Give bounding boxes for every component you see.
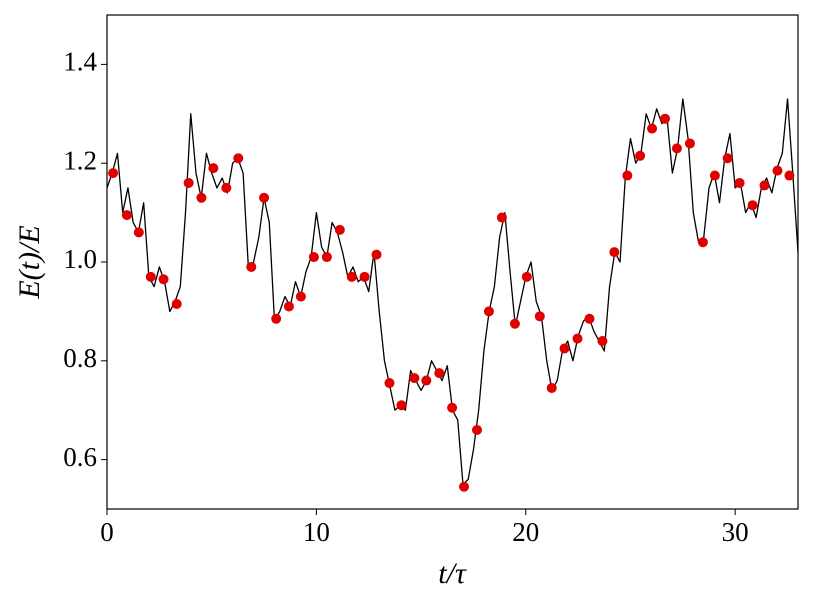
x-tick-label: 30 <box>722 517 749 547</box>
point <box>747 200 758 211</box>
y-tick-label: 1.4 <box>63 47 97 77</box>
point <box>434 368 445 379</box>
point <box>709 170 720 181</box>
point <box>784 170 795 181</box>
point <box>635 150 646 161</box>
point <box>521 271 532 282</box>
point <box>622 170 633 181</box>
plot-frame <box>106 14 799 510</box>
point <box>534 311 545 322</box>
x-axis-label: t/τ <box>438 557 467 590</box>
point <box>459 481 470 492</box>
y-tick-label: 0.6 <box>63 442 97 472</box>
point <box>233 153 244 164</box>
point <box>359 271 370 282</box>
point <box>609 247 620 258</box>
point <box>597 336 608 347</box>
point <box>196 192 207 203</box>
point <box>684 138 695 149</box>
point <box>496 212 507 223</box>
point <box>346 271 357 282</box>
point <box>246 261 257 272</box>
point <box>108 168 119 179</box>
point <box>384 378 395 389</box>
point <box>647 123 658 134</box>
point <box>572 333 583 344</box>
point <box>121 210 132 221</box>
point <box>722 153 733 164</box>
point <box>259 192 270 203</box>
point <box>334 224 345 235</box>
point <box>183 177 194 188</box>
point <box>271 313 282 324</box>
point <box>584 313 595 324</box>
x-tick-label: 0 <box>100 517 114 547</box>
point <box>759 180 770 191</box>
point <box>208 163 219 174</box>
point <box>145 271 156 282</box>
point <box>471 424 482 435</box>
point <box>221 182 232 193</box>
x-tick-label: 10 <box>303 517 330 547</box>
y-axis-label: E(t)/E <box>13 225 46 299</box>
point <box>447 402 458 413</box>
point <box>321 252 332 263</box>
point <box>660 113 671 124</box>
point <box>409 373 420 384</box>
point <box>546 382 557 393</box>
point <box>772 165 783 176</box>
line <box>106 98 799 485</box>
y-tick-label: 1.2 <box>63 145 97 175</box>
point <box>371 249 382 260</box>
point <box>171 298 182 309</box>
point <box>509 318 520 329</box>
point <box>697 237 708 248</box>
point <box>283 301 294 312</box>
point <box>295 291 306 302</box>
point <box>671 143 682 154</box>
point <box>133 227 144 238</box>
point <box>308 252 319 263</box>
point <box>158 274 169 285</box>
x-tick-label: 20 <box>512 517 539 547</box>
y-tick-label: 1.0 <box>63 244 97 274</box>
point <box>396 400 407 411</box>
point <box>559 343 570 354</box>
point <box>734 177 745 188</box>
point <box>483 306 494 317</box>
point <box>421 375 432 386</box>
y-tick-label: 0.8 <box>63 343 97 373</box>
